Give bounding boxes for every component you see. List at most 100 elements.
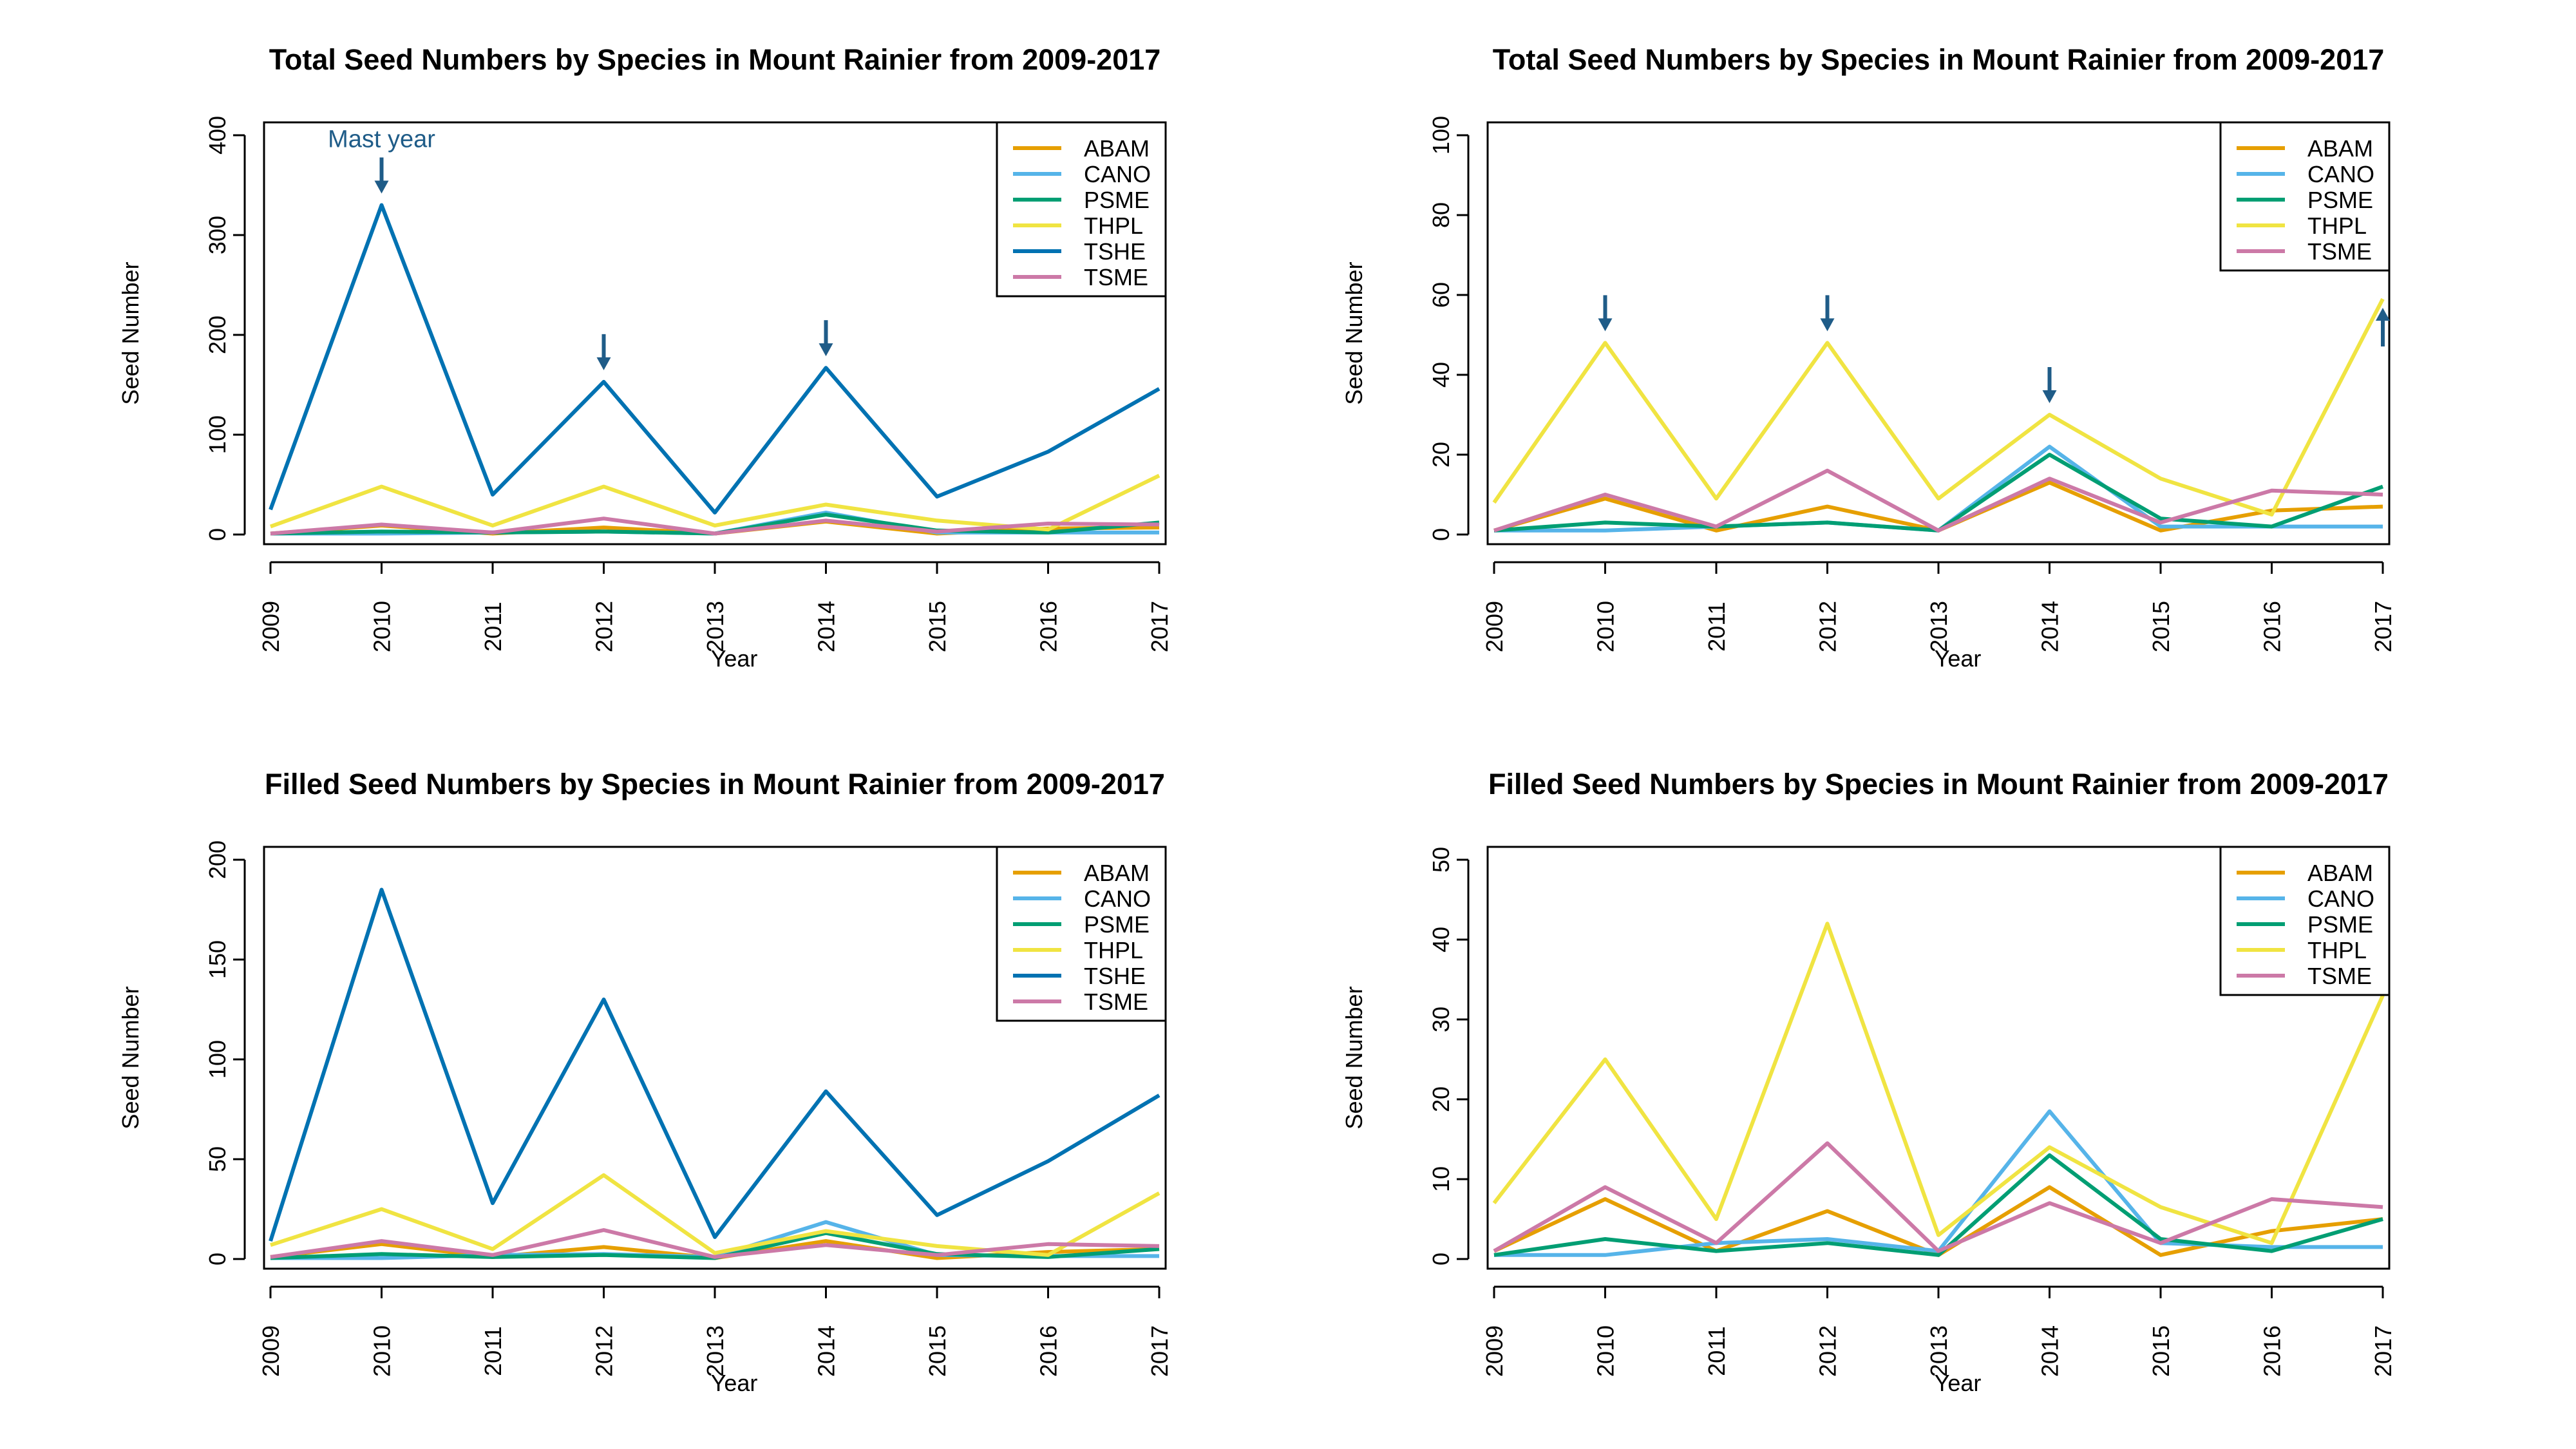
series-line-psme [1493, 453, 2384, 533]
x-tick-label: 2009 [1481, 1325, 1508, 1377]
series-line-thpl [1492, 298, 2385, 516]
x-tick-label: 2011 [1703, 1326, 1730, 1376]
chart-panel-top-left: Total Seed Numbers by Species in Mount R… [0, 0, 1224, 724]
x-tick-label: 2010 [1593, 1325, 1619, 1377]
y-tick-label: 0 [1428, 528, 1454, 541]
y-tick-label: 20 [1428, 1086, 1454, 1112]
y-tick-label: 30 [1428, 1007, 1454, 1032]
legend-label: CANO [2307, 161, 2374, 187]
legend-label: THPL [1084, 213, 1143, 239]
y-axis-label: Seed Number [1341, 986, 1367, 1129]
chart-panel-top-right: Total Seed Numbers by Species in Mount R… [1224, 0, 2447, 724]
y-tick-label: 40 [1428, 362, 1454, 388]
y-tick-label: 100 [204, 1040, 231, 1079]
x-axis-label: Year [711, 645, 758, 672]
x-tick-label: 2012 [591, 1325, 618, 1377]
series-line-tsme [270, 1228, 1160, 1259]
x-tick-label: 2016 [2259, 1325, 2286, 1377]
x-tick-label: 2015 [924, 601, 951, 652]
x-tick-label: 2012 [1815, 601, 1841, 652]
chart-svg: Filled Seed Numbers by Species in Mount … [117, 768, 1173, 1396]
y-axis-label: Seed Number [1341, 261, 1367, 404]
legend-label: ABAM [1084, 860, 1150, 886]
legend-label: ABAM [2307, 860, 2373, 886]
y-tick-label: 50 [1428, 847, 1454, 873]
chart-svg: Total Seed Numbers by Species in Mount R… [117, 43, 1173, 672]
chart-svg: Filled Seed Numbers by Species in Mount … [1341, 768, 2396, 1396]
y-axis-label: Seed Number [117, 261, 144, 404]
legend-label: TSME [2307, 238, 2372, 265]
chart-title: Filled Seed Numbers by Species in Mount … [1488, 768, 2389, 800]
y-tick-label: 400 [204, 116, 231, 155]
legend-label: TSME [1084, 989, 1148, 1015]
annotation-arrow-head [2376, 308, 2390, 321]
x-tick-label: 2013 [1926, 601, 1952, 652]
x-axis-label: Year [1935, 1370, 1982, 1396]
x-tick-label: 2017 [1146, 1325, 1173, 1377]
y-tick-label: 0 [204, 1253, 231, 1265]
x-tick-label: 2016 [1036, 601, 1062, 652]
plot-frame [263, 846, 1167, 1270]
x-tick-label: 2011 [480, 1326, 506, 1376]
x-tick-label: 2014 [813, 601, 840, 652]
annotation-arrow-head [2042, 390, 2057, 403]
y-tick-label: 80 [1428, 202, 1454, 228]
x-tick-label: 2009 [258, 601, 284, 652]
series-line-thpl [1492, 922, 2385, 1245]
legend-label: CANO [1084, 161, 1151, 187]
x-tick-label: 2010 [369, 601, 395, 652]
y-tick-label: 40 [1428, 927, 1454, 952]
x-axis-label: Year [1935, 645, 1982, 672]
y-tick-label: 100 [1428, 116, 1454, 155]
x-tick-label: 2014 [2037, 1325, 2063, 1377]
legend-label: THPL [2307, 213, 2367, 239]
legend-label: THPL [2307, 937, 2367, 963]
x-tick-label: 2015 [2148, 601, 2174, 652]
y-tick-label: 100 [204, 415, 231, 454]
legend-label: CANO [2307, 886, 2374, 912]
legend-label: PSME [1084, 187, 1150, 213]
x-tick-label: 2010 [369, 1325, 395, 1377]
series-line-thpl [269, 473, 1160, 532]
y-tick-label: 0 [204, 528, 231, 541]
annotation-arrow-head [374, 180, 389, 194]
y-tick-label: 300 [204, 216, 231, 254]
x-tick-label: 2016 [1036, 1325, 1062, 1377]
x-tick-label: 2012 [1815, 1325, 1841, 1377]
y-tick-label: 150 [204, 940, 231, 979]
x-axis-label: Year [711, 1370, 758, 1396]
annotation-label: Mast year [328, 126, 435, 153]
x-tick-label: 2015 [924, 1325, 951, 1377]
series-line-tshe [269, 203, 1160, 515]
y-tick-label: 200 [204, 316, 231, 354]
x-tick-label: 2011 [1703, 601, 1730, 651]
legend-label: PSME [1084, 911, 1150, 938]
x-tick-label: 2016 [2259, 601, 2286, 652]
chart-title: Total Seed Numbers by Species in Mount R… [269, 43, 1161, 76]
legend-box [996, 121, 1167, 298]
y-tick-label: 50 [204, 1146, 231, 1172]
y-axis-label: Seed Number [117, 986, 144, 1129]
series-line-thpl [270, 1173, 1160, 1257]
series-line-tsme [1493, 1141, 2383, 1253]
x-tick-label: 2014 [813, 1325, 840, 1377]
x-tick-label: 2015 [2148, 1325, 2174, 1377]
annotation-arrow-head [596, 357, 611, 370]
y-tick-label: 0 [1428, 1253, 1454, 1265]
chart-svg: Total Seed Numbers by Species in Mount R… [1341, 43, 2396, 672]
x-tick-label: 2017 [2370, 1325, 2396, 1377]
x-tick-label: 2013 [1926, 1325, 1952, 1377]
legend-label: TSME [2307, 963, 2372, 989]
x-tick-label: 2009 [258, 1325, 284, 1377]
series-line-tshe [269, 887, 1160, 1242]
legend-box [996, 846, 1167, 1022]
plot-frame [1486, 846, 2391, 1270]
chart-title: Filled Seed Numbers by Species in Mount … [265, 768, 1165, 800]
legend-label: TSME [1084, 264, 1148, 290]
series-line-tsme [270, 516, 1160, 536]
annotation-arrow-head [819, 343, 833, 357]
x-tick-label: 2014 [2037, 601, 2063, 652]
x-tick-label: 2009 [1481, 601, 1508, 652]
series-line-tsme [1493, 468, 2383, 533]
series-line-cano [1494, 444, 2383, 533]
